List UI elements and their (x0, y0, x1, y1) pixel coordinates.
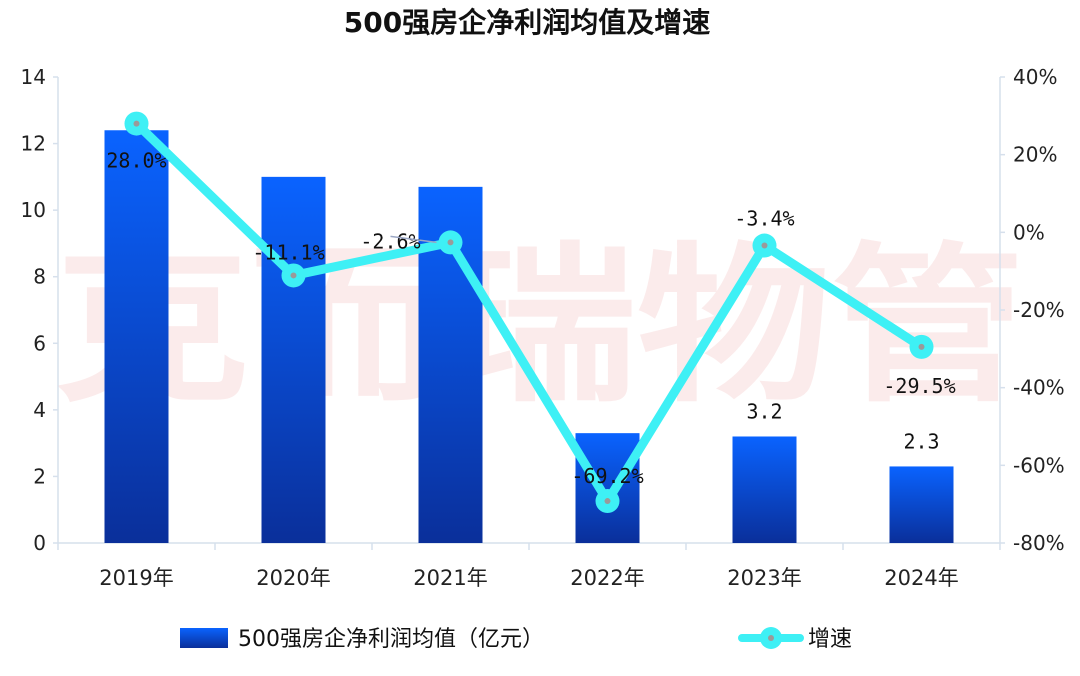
bar (575, 433, 640, 543)
x-tick-label: 2022年 (570, 566, 644, 590)
y-right-tick-label: 40% (1013, 65, 1057, 89)
label-leader-line (390, 235, 437, 244)
legend-line-marker-dot (768, 635, 774, 641)
bar (889, 466, 954, 543)
growth-point-center (290, 272, 297, 279)
growth-point-center (133, 120, 140, 127)
growth-line (132, 119, 926, 506)
growth-value-label: -29.5% (883, 374, 955, 398)
y-right-tick-label: -80% (1013, 531, 1065, 555)
growth-value-label: -2.6% (360, 229, 420, 253)
growth-point-center (447, 239, 454, 246)
growth-value-label: -3.4% (734, 207, 794, 231)
x-tick-label: 2023年 (727, 566, 801, 590)
x-tick-label: 2024年 (884, 566, 958, 590)
data-labels: 3.2 2.3 28.0% -11.1% -2.6% -69.2% -3.4% -29.5% (106, 149, 955, 488)
y-right-tick-label: -40% (1013, 376, 1065, 400)
growth-point-center (918, 343, 925, 350)
legend-bar-swatch (180, 628, 228, 648)
x-tick-label: 2020年 (256, 566, 330, 590)
y-left-tick-label: 2 (33, 464, 46, 488)
bar (261, 176, 326, 543)
y-left-tick-label: 12 (21, 132, 46, 156)
legend: 500强房企净利润均值（亿元） 增速 (180, 627, 852, 652)
x-tick-label: 2021年 (413, 566, 487, 590)
growth-value-label: 28.0% (106, 149, 166, 173)
y-right-tick-label: -60% (1013, 453, 1065, 477)
bar (732, 436, 797, 543)
y-right-tick-label: 0% (1013, 220, 1045, 244)
y-left-tick-label: 8 (33, 265, 46, 289)
bar-value-label: 2.3 (903, 429, 939, 453)
growth-point-center (604, 498, 611, 505)
growth-value-label: -69.2% (571, 464, 643, 488)
y-left-tick-label: 4 (33, 398, 46, 422)
growth-value-label: -11.1% (252, 240, 324, 264)
y-left-tick-label: 14 (21, 65, 46, 89)
x-tick-label: 2019年 (99, 566, 173, 590)
bar-value-label: 3.2 (746, 399, 782, 423)
legend-bar-label: 500强房企净利润均值（亿元） (238, 627, 544, 652)
legend-line-label: 增速 (808, 627, 852, 652)
y-left-tick-label: 0 (33, 531, 46, 555)
y-left-tick-label: 6 (33, 331, 46, 355)
axes: 0 2 4 6 8 10 12 14 -80% -60% -40% -20% 0% 20% 40% 2019年… (21, 65, 1065, 590)
y-left-tick-label: 10 (21, 198, 46, 222)
y-right-tick-label: -20% (1013, 298, 1065, 322)
chart-title: 500强房企净利润均值及增速 (344, 6, 710, 39)
y-right-tick-label: 20% (1013, 143, 1057, 167)
line-series (124, 111, 934, 514)
growth-point-center (761, 242, 768, 249)
bar (104, 130, 169, 543)
